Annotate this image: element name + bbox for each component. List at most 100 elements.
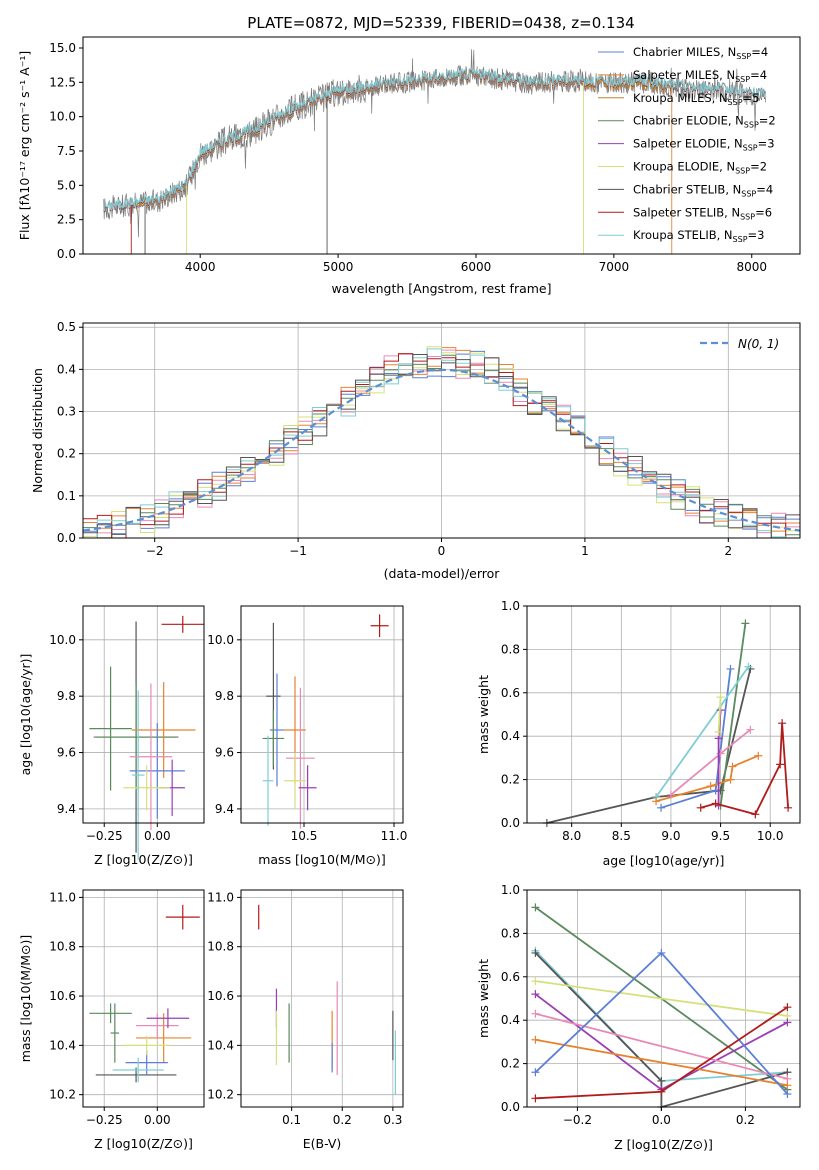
x-tick-label: 0.3 [383,1113,402,1127]
mass-weight-marker [531,1094,540,1103]
panels: 4000 5000 6000 7000 80000.02.55.07.510.012.5… [17,36,801,1152]
legend-entry-label: Kroupa ELODIE, NSSP=2 [633,160,767,176]
x-tick-label: 4000 [185,260,216,274]
legend-text: Salpeter MILES, N [633,68,735,82]
y-tick-label: 0.2 [501,773,520,787]
y-tick-label: 10.2 [207,1088,234,1102]
legend-entry-label: Salpeter STELIB, NSSP=6 [633,205,772,221]
mass-weight-marker [531,990,540,999]
y-tick-label: 9.8 [215,689,234,703]
mass-extinction-panel: 0.1 0.2 0.3 10.2 10.4 10.6 10.8 11.0 E(B-V) [207,889,404,1151]
x-tick-label: 0.2 [736,1113,755,1127]
y-tick-label: 1.0 [501,883,520,897]
y-tick-label: 10.6 [207,989,234,1003]
x-tick-label: 0.0 [652,1113,671,1127]
legend-entry-label: Kroupa STELIB, NSSP=3 [633,228,764,244]
x-tick-label: 0.00 [144,1113,171,1127]
mass-weight-marker [657,1076,666,1085]
y-tick-label: 10.8 [49,940,76,954]
y-tick-label: 9.4 [57,802,76,816]
x-tick-label: 11.0 [381,829,408,843]
y-tick-label: 7.5 [57,144,76,158]
legend-text: Chabrier MILES, N [633,45,736,59]
x-tick-label: −2 [146,544,164,558]
y-tick-label: 9.6 [215,746,234,760]
x-tick-label: 10.0 [757,829,784,843]
x-tick-label: 6000 [461,260,492,274]
mass-metallicity-panel: −0.25 0.00 10.2 10.4 10.6 10.8 11.0 Z [log10(Z/… [18,889,205,1151]
x-axis-label: wavelength [Angstrom, rest frame] [331,281,551,296]
mass-weight-marker [754,751,763,760]
x-tick-label: 8.0 [562,829,581,843]
x-axis-label: mass [log10(M/M⊙)] [258,852,386,867]
x-tick-label: −1 [289,544,307,558]
x-tick-label: 10.5 [291,829,318,843]
y-tick-label: 0.4 [57,362,76,376]
x-axis-label: Z [log10(Z/Z⊙)] [614,1137,713,1152]
mass-weight-marker [741,619,750,628]
y-tick-label: 0.3 [57,405,76,419]
histogram-step-line [83,348,800,539]
x-tick-label: 7000 [599,260,630,274]
x-tick-label: 0 [438,544,446,558]
x-tick-label: −0.25 [86,1113,123,1127]
mass-weight-marker [714,727,723,736]
mass-weight-marker [751,810,760,819]
y-tick-label: 10.8 [207,940,234,954]
y-axis-label: mass weight [476,959,491,1038]
y-tick-label: 10.2 [49,1088,76,1102]
legend-entry-label: Salpeter MILES, NSSP=4 [633,68,767,84]
mass-weight-line [655,666,750,798]
weight-metallicity-panel: −0.2 0.0 0.2 0.0 0.2 0.4 0.6 0.8 1.0 Z [log10(Z/Z… [476,883,801,1152]
mass-weight-marker [531,1068,540,1077]
x-axis-label: (data-model)/error [384,566,501,581]
legend-text: Kroupa STELIB, N [633,228,733,242]
y-tick-label: 5.0 [57,178,76,192]
y-axis-label: Normed distribution [30,368,45,493]
y-tick-label: 9.6 [57,746,76,760]
mass-weight-marker [696,803,705,812]
y-tick-label: 12.5 [49,75,76,89]
mass-weight-line [717,697,722,732]
y-tick-label: 10.0 [207,633,234,647]
legend-text: =6 [755,205,772,219]
age-mass-panel: 10.5 11.0 9.4 9.6 9.8 10.0 mass [log10(M/M⊙)] [207,605,408,867]
y-tick-label: 1.0 [501,599,520,613]
mass-weight-marker [706,782,715,791]
legend-entry-label: Chabrier ELODIE, NSSP=2 [633,114,776,130]
model-spectrum-line [144,69,587,207]
age-metallicity-panel: −0.25 0.00 9.4 9.6 9.8 10.0 Z [log10(Z/Z⊙)] age… [18,605,205,867]
y-tick-label: 0.2 [57,447,76,461]
mass-weight-marker [783,1081,792,1090]
y-tick-label: 0.0 [501,1100,520,1114]
mass-weight-marker [666,790,675,799]
x-tick-label: −0.25 [86,829,123,843]
legend-entry-label: Chabrier STELIB, NSSP=4 [633,182,773,198]
y-tick-label: 10.4 [207,1038,234,1052]
x-axis-label: Z [log10(Z/Z⊙)] [94,1136,193,1151]
mass-weight-line [700,723,789,816]
y-tick-label: 9.8 [57,689,76,703]
y-tick-label: 11.0 [207,890,234,904]
legend-text: Chabrier STELIB, N [633,182,741,196]
y-tick-label: 0.8 [501,642,520,656]
mass-weight-marker [778,719,787,728]
y-tick-label: 0.0 [57,531,76,545]
x-tick-label: 8.5 [612,829,631,843]
legend-text: Kroupa MILES, N [633,91,728,105]
legend-subscript: SSP [733,235,748,244]
mass-weight-line [546,668,752,824]
axes-frame [82,36,801,255]
mass-weight-line [535,1012,788,1080]
y-tick-label: 9.4 [215,802,234,816]
legend-text: =2 [759,114,776,128]
legend-text: Kroupa ELODIE, N [633,160,735,174]
y-tick-label: 0.0 [501,816,520,830]
x-tick-label: 0.1 [282,1113,301,1127]
y-tick-label: 0.5 [57,320,76,334]
legend-text: =3 [758,137,775,151]
x-axis-label: Z [log10(Z/Z⊙)] [94,852,193,867]
legend-text: =5 [743,91,760,105]
y-tick-label: 0.2 [501,1057,520,1071]
